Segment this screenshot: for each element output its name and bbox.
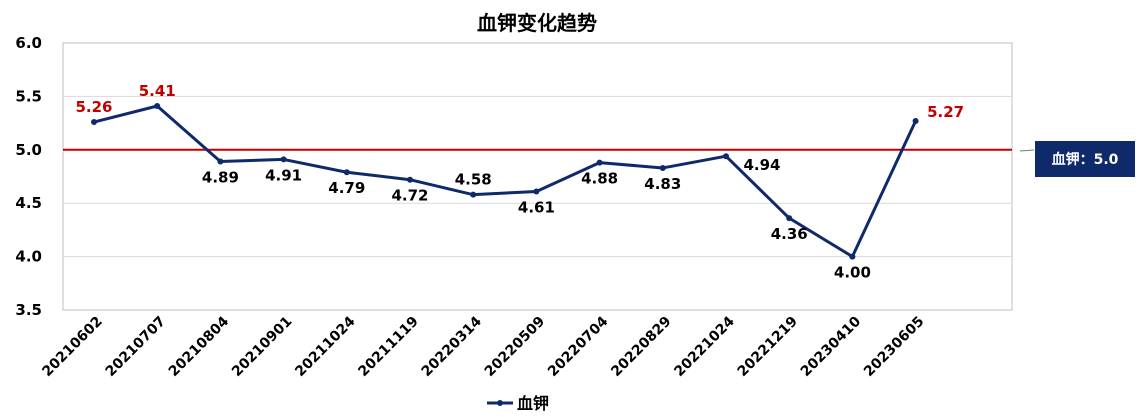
x-tick-label: 20230410 [798, 313, 865, 380]
data-point [659, 164, 666, 171]
data-label: 4.89 [202, 169, 239, 187]
x-tick-label: 20210707 [103, 314, 169, 380]
data-label: 4.00 [834, 264, 871, 282]
x-tick-label: 20211119 [355, 314, 421, 380]
data-label: 4.91 [265, 166, 302, 184]
data-point [470, 191, 477, 198]
chart-title: 血钾变化趋势 [477, 11, 597, 35]
data-label: 4.61 [518, 198, 555, 216]
data-label: 4.36 [771, 225, 808, 243]
x-tick-label: 20230605 [861, 314, 927, 380]
data-label: 4.79 [328, 179, 365, 197]
reference-callout: 血钾：5.0 [1019, 141, 1135, 177]
data-point [723, 153, 729, 160]
y-tick-label: 4.5 [15, 194, 42, 212]
callout-leader [1019, 149, 1035, 152]
callout-box [1035, 141, 1135, 177]
data-label: 4.83 [644, 175, 681, 193]
x-tick-label: 20220314 [419, 313, 486, 380]
data-point [786, 215, 793, 222]
data-label: 4.94 [743, 156, 780, 174]
y-axis-ticks: 3.5 4.0 4.5 5.0 5.5 6.0 [15, 34, 42, 319]
x-tick-label: 20210602 [39, 314, 105, 380]
x-tick-label: 20210901 [229, 314, 295, 380]
y-tick-label: 6.0 [15, 34, 42, 52]
data-point [154, 103, 161, 110]
data-point [280, 156, 287, 163]
x-tick-label: 20210804 [166, 313, 233, 380]
x-tick-label: 20221024 [671, 313, 738, 380]
series-group [91, 103, 919, 260]
x-tick-label: 20221219 [735, 314, 801, 380]
data-point [217, 158, 224, 165]
y-tick-label: 4.0 [15, 248, 42, 266]
x-tick-label: 20220704 [545, 313, 612, 380]
x-tick-label: 20211024 [292, 313, 359, 380]
data-point [343, 169, 350, 176]
y-tick-label: 3.5 [15, 301, 42, 319]
x-tick-label: 20220509 [482, 314, 548, 380]
y-tick-label: 5.5 [15, 87, 42, 105]
data-point [91, 119, 97, 126]
data-point [596, 159, 603, 166]
y-tick-label: 5.0 [15, 141, 42, 159]
data-point [912, 117, 919, 124]
data-point [533, 188, 540, 195]
data-label: 4.72 [391, 187, 428, 205]
series-line [93, 104, 917, 259]
legend-label: 血钾 [517, 394, 549, 413]
callout-label: 血钾：5.0 [1052, 151, 1119, 168]
legend-marker-icon [497, 400, 503, 406]
x-axis-ticks: 2021060220210707202108042021090120211024… [39, 313, 927, 380]
data-label: 5.27 [927, 103, 964, 121]
data-label: 4.58 [455, 171, 492, 189]
plot-area [62, 42, 1013, 311]
x-tick-label: 20220829 [608, 314, 674, 380]
legend: 血钾 [487, 394, 549, 413]
data-label: 5.26 [75, 98, 112, 116]
data-point [407, 176, 413, 183]
data-point [849, 253, 856, 260]
data-label: 4.88 [581, 170, 618, 188]
data-labels: 5.26 5.41 4.89 4.91 4.79 4.72 4.58 4.61 4.88 4.83… [75, 82, 964, 282]
data-label: 5.41 [139, 82, 176, 100]
